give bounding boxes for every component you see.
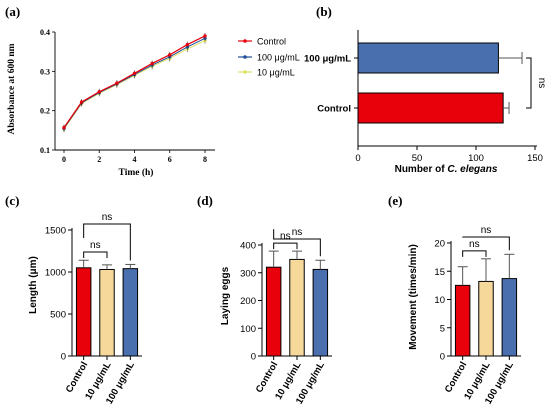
panel-label-b: (b): [316, 4, 332, 19]
panel-d-ytick-label: 200: [240, 296, 256, 307]
panel-label-d: (d): [197, 193, 213, 208]
panel-c-significance-bracket: [83, 251, 108, 258]
panel-d-bar: [265, 266, 282, 357]
panel-e-ytick-label: 0: [440, 352, 445, 363]
panel-c-significance-label: ns: [90, 240, 101, 251]
panel-a-point: [132, 71, 137, 76]
panel-a-point: [185, 42, 190, 47]
panel-e-significance-bracket: [462, 250, 487, 257]
panel-a-ylabel: Absorbance at 600 nm: [7, 43, 17, 134]
panel-e-ytick-label: 10: [434, 295, 445, 306]
panel-a-point: [79, 100, 84, 104]
panel-a-series-line: [63, 37, 206, 129]
panel-e-bar: [478, 280, 494, 357]
panel-a-series-line: [63, 40, 206, 130]
panel-d-ytick-label: 400: [240, 241, 256, 252]
panel-e-ylabel: Movement (times/min): [408, 244, 419, 350]
panel-c-ytick-label: 1000: [45, 268, 66, 279]
panel-d-significance-bracket: [273, 229, 321, 257]
panel-a-point: [62, 125, 66, 130]
panel-e-ytick-label: 20: [434, 239, 445, 250]
panel-e-ytick-label: 15: [434, 267, 445, 278]
panel-label-c: (c): [5, 193, 19, 208]
panel-a-xtick-label: 4: [133, 155, 137, 164]
panel-e-ytick-label: 5: [440, 323, 445, 334]
panel-b-category-label: Control: [317, 104, 351, 115]
panel-e-significance-label: ns: [481, 225, 492, 236]
panel-e-significance-label: ns: [469, 239, 480, 250]
panel-d-ylabel: Laying eggs: [220, 266, 231, 325]
panel-a-legend-label: 100 μg/mL: [257, 53, 300, 63]
panel-b-xlabel-prefix: Number of: [395, 164, 448, 175]
panel-a-legend-label: Control: [257, 37, 286, 47]
panel-label-a: (a): [5, 4, 20, 19]
panel-c-ytick-label: 1500: [45, 226, 66, 237]
panel-c-bar: [122, 268, 139, 357]
panel-a-xtick-label: 6: [168, 155, 172, 164]
panel-b-xtick-label: 0: [355, 153, 360, 164]
panel-e-bar: [501, 278, 518, 357]
panel-d-ytick-label: 100: [240, 324, 256, 335]
panel-a-xtick-label: 0: [62, 155, 66, 164]
panel-a-line-chart: Absorbance at 600 nm Time (h) 0.1 0.2 0.3 0…: [7, 28, 300, 178]
panel-b-significance-bracket: [526, 57, 532, 109]
panel-a-xtick-label: 8: [203, 155, 207, 164]
panel-b-significance-label: ns: [536, 78, 547, 89]
panel-c-ytick-label: 500: [50, 310, 66, 321]
panel-a-point: [97, 90, 101, 94]
panel-d-ytick-label: 0: [251, 352, 256, 363]
panel-a-point: [115, 81, 119, 85]
panel-d-ytick-label: 300: [240, 268, 256, 279]
panel-c-significance-bracket: [83, 223, 131, 261]
panel-b-bar: [357, 92, 504, 124]
panel-c-bar: [75, 267, 92, 357]
panel-d-bar: [312, 268, 329, 357]
panel-a-legend-marker: [243, 39, 247, 43]
panel-c-significance-label: ns: [102, 212, 113, 223]
panel-b-xtick-label: 150: [527, 153, 543, 164]
panel-c-bar: [99, 268, 115, 357]
panel-a-ytick-label: 0.1: [40, 146, 50, 155]
panel-b-bar-chart: Number of C. elegans 0 50 100 150 100 μg/mL C…: [304, 30, 547, 175]
panel-a-ytick-label: 0.2: [40, 107, 50, 116]
panel-b-bar: [357, 42, 499, 74]
panel-c-ylabel: Length (μm): [28, 256, 39, 314]
panel-b-xlabel-species: C. elegans: [447, 164, 497, 175]
panel-a-legend-marker: [243, 70, 247, 74]
panel-a-point: [203, 34, 207, 38]
panel-b-xlabel: Number of C. elegans: [395, 164, 498, 175]
panel-e-bar: [454, 284, 471, 357]
panel-e-significance-bracket: [462, 236, 510, 251]
panel-c-ytick-label: 0: [61, 352, 66, 363]
panel-a-ytick-label: 0.4: [40, 28, 50, 37]
panel-a-series-line: [63, 35, 206, 128]
panel-a-point: [168, 53, 172, 57]
panel-a-point: [150, 61, 154, 66]
panel-a-legend-label: 10 μg/mL: [257, 68, 295, 78]
panel-a-xlabel: Time (h): [119, 167, 154, 178]
panel-a-legend-marker: [243, 55, 247, 59]
panel-b-xtick-label: 100: [468, 153, 484, 164]
panel-a-ytick-label: 0.3: [40, 67, 50, 76]
panel-d-significance-bracket: [273, 242, 298, 250]
panel-d-significance-label: ns: [292, 227, 303, 238]
panel-d-bar: [289, 258, 305, 357]
panel-b-xtick-label: 50: [412, 153, 423, 164]
panel-b-category-label: 100 μg/mL: [304, 54, 351, 65]
panel-a-xtick-label: 2: [97, 155, 101, 164]
panel-d-significance-label: ns: [280, 231, 291, 242]
panel-label-e: (e): [388, 193, 402, 208]
